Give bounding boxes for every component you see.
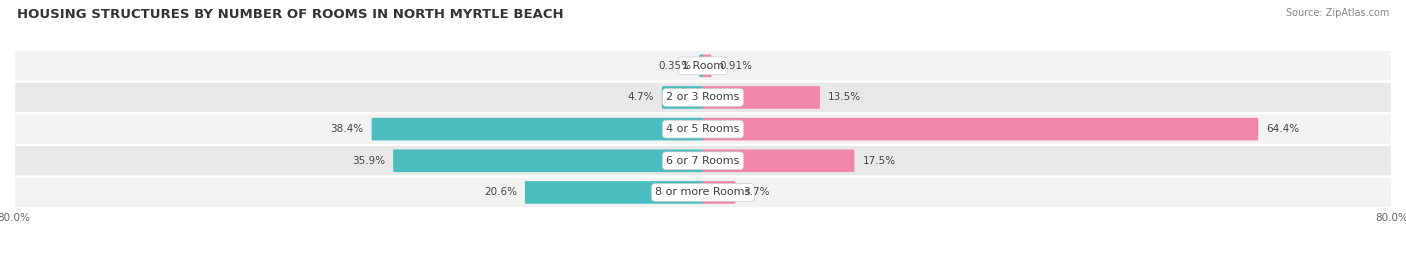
Text: 38.4%: 38.4%: [330, 124, 364, 134]
Text: 13.5%: 13.5%: [828, 93, 860, 102]
Text: 3.7%: 3.7%: [744, 187, 770, 197]
FancyBboxPatch shape: [524, 181, 704, 204]
Text: 1 Room: 1 Room: [682, 61, 724, 71]
Text: 6 or 7 Rooms: 6 or 7 Rooms: [666, 156, 740, 166]
Text: 0.91%: 0.91%: [720, 61, 752, 71]
Text: HOUSING STRUCTURES BY NUMBER OF ROOMS IN NORTH MYRTLE BEACH: HOUSING STRUCTURES BY NUMBER OF ROOMS IN…: [17, 8, 564, 21]
Text: 4 or 5 Rooms: 4 or 5 Rooms: [666, 124, 740, 134]
Text: 17.5%: 17.5%: [862, 156, 896, 166]
Text: 4.7%: 4.7%: [627, 93, 654, 102]
FancyBboxPatch shape: [14, 145, 1392, 176]
Text: 35.9%: 35.9%: [352, 156, 385, 166]
FancyBboxPatch shape: [702, 118, 1258, 140]
Text: 0.35%: 0.35%: [658, 61, 692, 71]
Text: Source: ZipAtlas.com: Source: ZipAtlas.com: [1285, 8, 1389, 18]
FancyBboxPatch shape: [394, 150, 704, 172]
FancyBboxPatch shape: [702, 55, 711, 77]
FancyBboxPatch shape: [14, 50, 1392, 82]
FancyBboxPatch shape: [699, 55, 704, 77]
Text: 2 or 3 Rooms: 2 or 3 Rooms: [666, 93, 740, 102]
FancyBboxPatch shape: [14, 82, 1392, 113]
Text: 64.4%: 64.4%: [1267, 124, 1299, 134]
FancyBboxPatch shape: [662, 86, 704, 109]
FancyBboxPatch shape: [14, 176, 1392, 208]
FancyBboxPatch shape: [702, 150, 855, 172]
Text: 20.6%: 20.6%: [484, 187, 517, 197]
FancyBboxPatch shape: [14, 113, 1392, 145]
Text: 8 or more Rooms: 8 or more Rooms: [655, 187, 751, 197]
FancyBboxPatch shape: [371, 118, 704, 140]
FancyBboxPatch shape: [702, 86, 820, 109]
FancyBboxPatch shape: [702, 181, 735, 204]
